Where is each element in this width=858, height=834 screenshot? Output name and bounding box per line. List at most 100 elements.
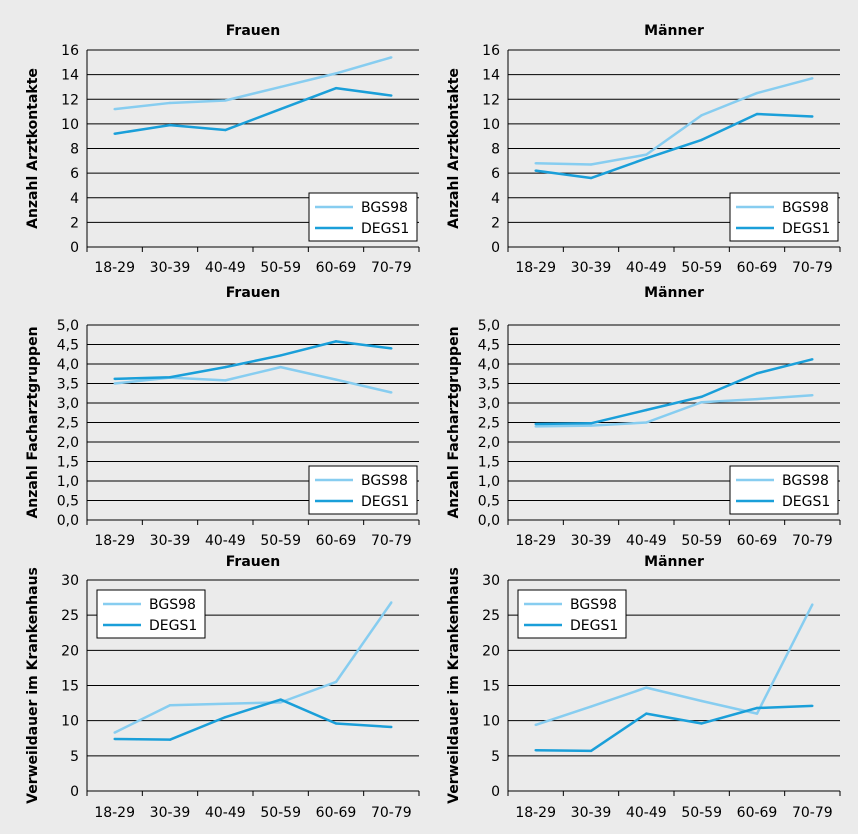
data-point [811, 77, 814, 80]
y-tick-label: 3,5 [57, 377, 79, 393]
x-tick-label: 60-69 [316, 805, 357, 821]
y-tick-label: 4 [491, 191, 500, 207]
data-point [334, 378, 338, 381]
y-tick-label: 20 [482, 643, 500, 659]
data-point [534, 169, 537, 172]
data-point [755, 372, 759, 375]
chart-title: Männer [644, 285, 704, 301]
legend-label: BGS98 [361, 200, 408, 216]
x-tick-label: 70-79 [792, 533, 833, 549]
legend-box [729, 192, 839, 242]
data-point [113, 382, 116, 385]
x-tick-label: 60-69 [316, 533, 357, 549]
data-point [700, 401, 703, 404]
y-tick-label: 16 [61, 43, 79, 59]
y-tick-label: 25 [482, 608, 500, 624]
data-point [279, 85, 282, 89]
x-tick-label: 40-49 [205, 533, 246, 549]
data-point [113, 737, 116, 741]
data-point [755, 91, 759, 95]
data-point [534, 422, 537, 426]
chart-title: Frauen [226, 285, 280, 301]
data-point [811, 358, 814, 361]
legend-box [729, 465, 839, 515]
data-point [224, 379, 227, 382]
x-tick-label: 60-69 [737, 533, 778, 549]
data-point [589, 163, 593, 166]
y-tick-label: 4,5 [57, 338, 79, 354]
x-tick-label: 30-39 [150, 805, 191, 821]
y-tick-label: 10 [61, 117, 79, 133]
x-tick-label: 40-49 [205, 805, 246, 821]
y-tick-label: 2 [491, 215, 500, 231]
data-point [534, 425, 537, 428]
x-tick-label: 30-39 [150, 260, 191, 276]
y-tick-label: 3,0 [478, 396, 500, 412]
y-tick-label: 2,0 [478, 435, 500, 451]
x-tick-label: 70-79 [792, 260, 833, 276]
legend-label: DEGS1 [361, 221, 409, 237]
chart-1: Frauen Anzahl Arztkontakte 0 2 4 6 8 10 12 14 16 18… [25, 23, 420, 276]
y-tick-label: 1,5 [57, 455, 79, 471]
data-point [113, 107, 116, 111]
legend-box [517, 589, 627, 639]
y-tick-label: 0 [491, 240, 500, 256]
y-tick-label: 4,0 [478, 357, 500, 373]
data-point [279, 107, 282, 111]
data-point [811, 394, 814, 397]
y-tick-label: 0 [491, 784, 500, 800]
x-tick-label: 50-59 [260, 260, 301, 276]
x-tick-label: 70-79 [371, 260, 412, 276]
data-point [645, 421, 648, 424]
data-point [224, 365, 227, 369]
x-tick-label: 40-49 [626, 533, 667, 549]
data-point [589, 749, 593, 753]
x-tick-label: 40-49 [626, 260, 667, 276]
x-tick-label: 18-29 [94, 805, 135, 821]
legend-box [308, 192, 418, 242]
x-tick-label: 70-79 [792, 805, 833, 821]
x-tick-label: 50-59 [260, 805, 301, 821]
y-tick-label: 5,0 [478, 318, 500, 334]
x-tick-label: 30-39 [571, 533, 612, 549]
data-point [534, 723, 537, 727]
x-tick-label: 30-39 [150, 533, 191, 549]
x-tick-label: 18-29 [515, 533, 556, 549]
y-tick-label: 20 [61, 643, 79, 659]
chart-6: Männer Verweildauer im Krankenhaus 0 5 10 15 2… [446, 554, 841, 821]
data-point [811, 603, 814, 606]
x-tick-label: 18-29 [94, 533, 135, 549]
data-point [390, 94, 393, 97]
x-tick-label: 60-69 [737, 260, 778, 276]
data-point [168, 703, 172, 707]
y-tick-label: 5 [70, 749, 79, 765]
y-tick-label: 5 [491, 749, 500, 765]
legend-label: BGS98 [782, 473, 829, 489]
data-point [534, 162, 537, 165]
legend-label: DEGS1 [361, 494, 409, 510]
y-tick-label: 0 [70, 240, 79, 256]
legend-label: BGS98 [782, 200, 829, 216]
chart-5: Frauen Verweildauer im Krankenhaus 0 5 10 15 2… [25, 554, 420, 821]
data-point [113, 731, 116, 734]
x-tick-label: 60-69 [316, 260, 357, 276]
y-tick-label: 6 [70, 166, 79, 182]
legend-label: DEGS1 [570, 618, 618, 634]
data-point [811, 115, 814, 118]
data-point [390, 725, 393, 729]
series-line-bgs98 [114, 365, 392, 394]
data-point [755, 706, 759, 710]
data-point [700, 722, 703, 725]
series-line-degs1 [114, 340, 392, 381]
y-tick-label: 16 [482, 43, 500, 59]
data-point [589, 705, 593, 708]
legend-box [308, 465, 418, 515]
data-point [224, 128, 227, 132]
data-point [645, 712, 648, 715]
data-point [279, 365, 282, 369]
data-point [334, 86, 338, 90]
data-point [334, 72, 338, 75]
y-axis-label: Anzahl Facharztgruppen [25, 326, 41, 518]
data-point [645, 157, 648, 160]
